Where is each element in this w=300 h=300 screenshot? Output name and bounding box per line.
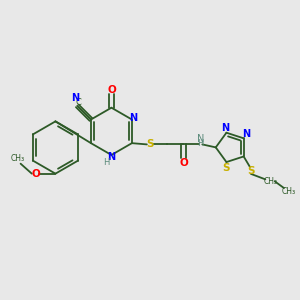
Text: N: N [221,123,229,133]
Text: S: S [247,167,255,176]
Text: S: S [223,163,230,172]
Text: H: H [197,140,203,148]
Text: O: O [179,158,188,168]
Text: C: C [76,98,82,107]
Text: N: N [107,152,116,162]
Text: O: O [107,85,116,95]
Text: N: N [71,93,79,103]
Text: H: H [103,158,109,167]
Text: N: N [196,134,204,144]
Text: CH₃: CH₃ [282,187,296,196]
Text: N: N [129,113,137,123]
Text: N: N [242,129,250,139]
Text: S: S [146,140,154,149]
Text: CH₂: CH₂ [264,177,278,186]
Text: O: O [31,169,40,178]
Text: CH₃: CH₃ [10,154,24,163]
